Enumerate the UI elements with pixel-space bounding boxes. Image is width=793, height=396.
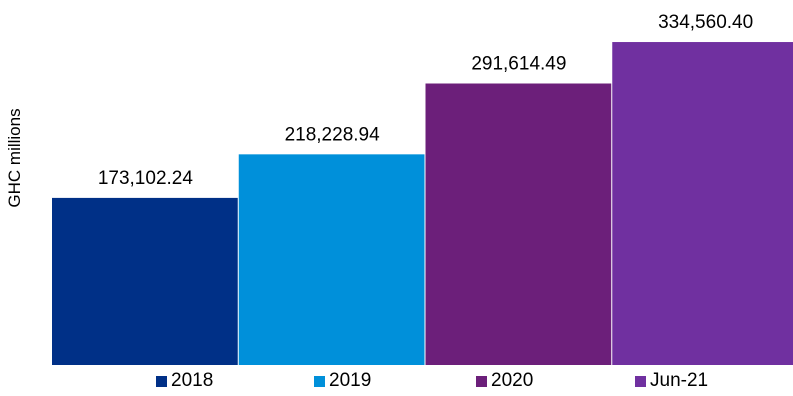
legend-swatch-2019 xyxy=(314,375,325,387)
data-label-2019: 218,228.94 xyxy=(285,124,381,145)
legend-label-2020: 2020 xyxy=(491,370,534,391)
data-label-2018: 173,102.24 xyxy=(98,168,194,189)
legend-item-2020: 2020 xyxy=(476,370,533,392)
bar-jun-21 xyxy=(612,42,793,366)
legend-item-jun-21: Jun-21 xyxy=(635,370,708,392)
legend-label-2019: 2019 xyxy=(329,370,372,391)
y-axis-label: GHC millions xyxy=(5,108,24,207)
legend-label-jun-21: Jun-21 xyxy=(650,370,709,391)
legend-item-2019: 2019 xyxy=(314,370,371,392)
legend-swatch-2018 xyxy=(156,375,167,387)
bar-2019 xyxy=(238,154,425,365)
legend-label-2018: 2018 xyxy=(171,370,214,391)
bar-2020 xyxy=(425,83,612,366)
legend-item-2018: 2018 xyxy=(156,370,213,392)
legend-swatch-2020 xyxy=(476,375,487,387)
legend: 2018 2019 2020 Jun-21 xyxy=(0,370,793,396)
legend-swatch-jun-21 xyxy=(635,375,646,387)
data-labels-group: 173,102.24 218,228.94 291,614.49 334,560.40 xyxy=(98,12,753,189)
bar-2018 xyxy=(52,197,238,365)
data-label-2020: 291,614.49 xyxy=(471,53,566,74)
data-label-jun-21: 334,560.40 xyxy=(658,12,753,33)
bars-group xyxy=(52,42,793,366)
